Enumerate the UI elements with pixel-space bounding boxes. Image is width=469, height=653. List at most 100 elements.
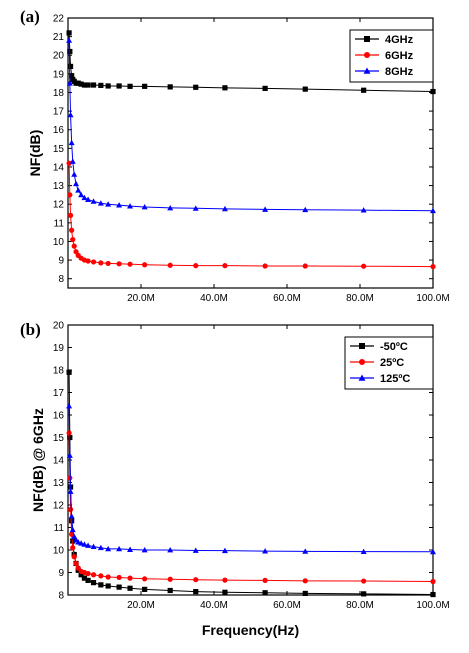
data-point bbox=[430, 88, 436, 95]
data-point bbox=[81, 194, 88, 201]
data-point bbox=[85, 196, 92, 202]
data-point bbox=[262, 85, 268, 91]
data-point bbox=[116, 574, 122, 581]
x-tick-label: 20.0M bbox=[127, 600, 155, 611]
data-point bbox=[193, 577, 199, 583]
series-1 bbox=[66, 369, 436, 598]
data-point bbox=[360, 207, 367, 213]
data-point bbox=[90, 82, 97, 88]
data-point bbox=[167, 587, 173, 594]
data-point bbox=[105, 574, 111, 580]
data-point bbox=[192, 205, 199, 211]
data-point bbox=[81, 575, 88, 581]
data-point bbox=[142, 262, 148, 268]
y-tick-label: 12 bbox=[53, 501, 65, 512]
data-point bbox=[105, 545, 112, 552]
y-tick-label: 8 bbox=[58, 591, 64, 602]
data-point bbox=[67, 192, 73, 198]
data-point bbox=[193, 263, 199, 269]
data-point bbox=[85, 577, 91, 583]
data-point bbox=[302, 590, 308, 597]
data-point bbox=[90, 572, 97, 578]
data-point bbox=[127, 546, 134, 552]
x-tick-label: 80.0M bbox=[346, 600, 374, 611]
data-point bbox=[66, 37, 73, 43]
data-point bbox=[302, 206, 309, 213]
y-tick-label: 17 bbox=[53, 388, 65, 399]
legend-marker bbox=[364, 36, 370, 42]
data-point bbox=[116, 584, 122, 590]
data-point bbox=[78, 540, 85, 546]
data-point bbox=[70, 545, 76, 551]
series-2 bbox=[66, 430, 436, 585]
y-tick-label: 14 bbox=[53, 162, 65, 173]
data-point bbox=[67, 506, 74, 513]
data-point bbox=[90, 259, 97, 265]
data-point bbox=[361, 263, 367, 269]
y-tick-label: 9 bbox=[58, 568, 64, 579]
data-point bbox=[302, 578, 308, 584]
data-point bbox=[66, 30, 72, 36]
data-point bbox=[127, 203, 134, 209]
data-point bbox=[85, 82, 91, 88]
data-point bbox=[66, 403, 73, 409]
data-point bbox=[430, 207, 436, 214]
data-point bbox=[66, 452, 73, 458]
data-point bbox=[193, 84, 199, 90]
data-point bbox=[127, 83, 133, 89]
legend-label: -50ºC bbox=[380, 341, 408, 353]
y-tick-label: 10 bbox=[53, 546, 65, 557]
data-point bbox=[430, 263, 436, 270]
legend: -50ºC 25ºC 125ºC bbox=[344, 336, 434, 390]
data-point bbox=[262, 548, 269, 554]
data-point bbox=[361, 87, 367, 93]
panel-label: (a) bbox=[20, 7, 40, 26]
series-3 bbox=[66, 37, 436, 214]
legend-marker bbox=[359, 343, 365, 349]
data-point bbox=[85, 571, 91, 577]
series-line bbox=[68, 405, 434, 553]
data-point bbox=[71, 554, 77, 560]
data-point bbox=[222, 577, 228, 583]
data-point bbox=[71, 243, 77, 249]
data-point bbox=[167, 576, 173, 582]
legend-marker bbox=[364, 52, 370, 58]
data-point bbox=[97, 200, 104, 206]
data-point bbox=[98, 573, 104, 579]
data-point bbox=[69, 158, 76, 164]
data-point bbox=[222, 85, 228, 91]
data-point bbox=[167, 547, 174, 553]
data-point bbox=[116, 202, 123, 208]
data-point bbox=[70, 538, 76, 544]
data-point bbox=[75, 565, 81, 571]
data-point bbox=[97, 544, 104, 551]
series-1 bbox=[66, 30, 436, 95]
y-tick-label: 18 bbox=[53, 88, 65, 99]
data-point bbox=[73, 180, 80, 187]
data-point bbox=[262, 206, 269, 212]
data-point bbox=[98, 260, 104, 266]
legend-label: 4GHz bbox=[385, 34, 414, 46]
data-point bbox=[69, 227, 75, 233]
data-point bbox=[262, 263, 268, 269]
legend-label: 25ºC bbox=[380, 357, 404, 369]
data-point bbox=[302, 548, 309, 554]
data-point bbox=[67, 212, 74, 218]
data-point bbox=[67, 111, 74, 118]
data-point bbox=[127, 585, 133, 591]
data-point bbox=[193, 589, 199, 595]
panel-b: (b) 8 9 10 11 12 13 14 15 16 17 18 19 20 20.0M 40.0M 60.… bbox=[20, 320, 450, 638]
y-tick-label: 13 bbox=[53, 478, 65, 489]
data-point bbox=[127, 575, 133, 581]
legend-marker bbox=[358, 374, 366, 381]
data-point bbox=[262, 577, 268, 583]
data-point bbox=[69, 73, 75, 79]
y-tick-label: 20 bbox=[53, 51, 65, 62]
x-tick-label: 80.0M bbox=[346, 293, 374, 304]
data-point bbox=[78, 191, 85, 198]
data-point bbox=[361, 578, 367, 584]
data-point bbox=[85, 258, 91, 264]
y-tick-label: 9 bbox=[58, 256, 64, 267]
data-point bbox=[142, 576, 148, 582]
